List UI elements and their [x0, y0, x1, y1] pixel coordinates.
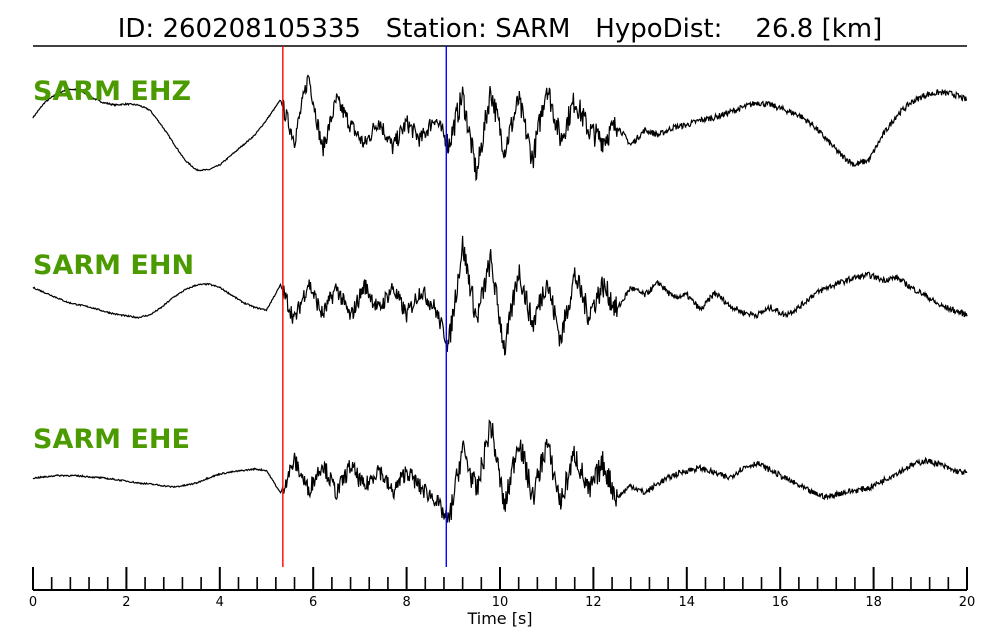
x-tick-label: 12	[585, 595, 602, 610]
x-tick-label: 2	[122, 595, 130, 610]
x-tick-label: 20	[959, 595, 976, 610]
channel-label: SARM EHN	[33, 250, 194, 281]
time-axis: 0 2 4 6 8 10 12 14 16 18 20	[29, 567, 975, 610]
x-tick-label: 0	[29, 595, 37, 610]
x-tick-label: 16	[772, 595, 789, 610]
x-tick-label: 18	[865, 595, 882, 610]
x-axis-label: Time [s]	[466, 609, 532, 628]
trace-panels: SARM EHZ SARM EHN SARM EHE	[32, 74, 968, 523]
chart-title: ID: 260208105335 Station: SARM HypoDist:…	[118, 14, 883, 44]
x-tick-label: 10	[492, 595, 509, 610]
x-tick-label: 4	[216, 595, 224, 610]
trace-line-sarm-ehn	[32, 235, 968, 356]
x-tick-label: 14	[679, 595, 696, 610]
x-tick-label: 8	[402, 595, 410, 610]
channel-label: SARM EHZ	[33, 76, 191, 107]
trace-line-sarm-ehe	[32, 419, 968, 523]
x-tick-label: 6	[309, 595, 317, 610]
channel-label: SARM EHE	[33, 424, 190, 455]
phase-picks	[282, 46, 447, 567]
trace-line-sarm-ehz	[32, 74, 967, 182]
